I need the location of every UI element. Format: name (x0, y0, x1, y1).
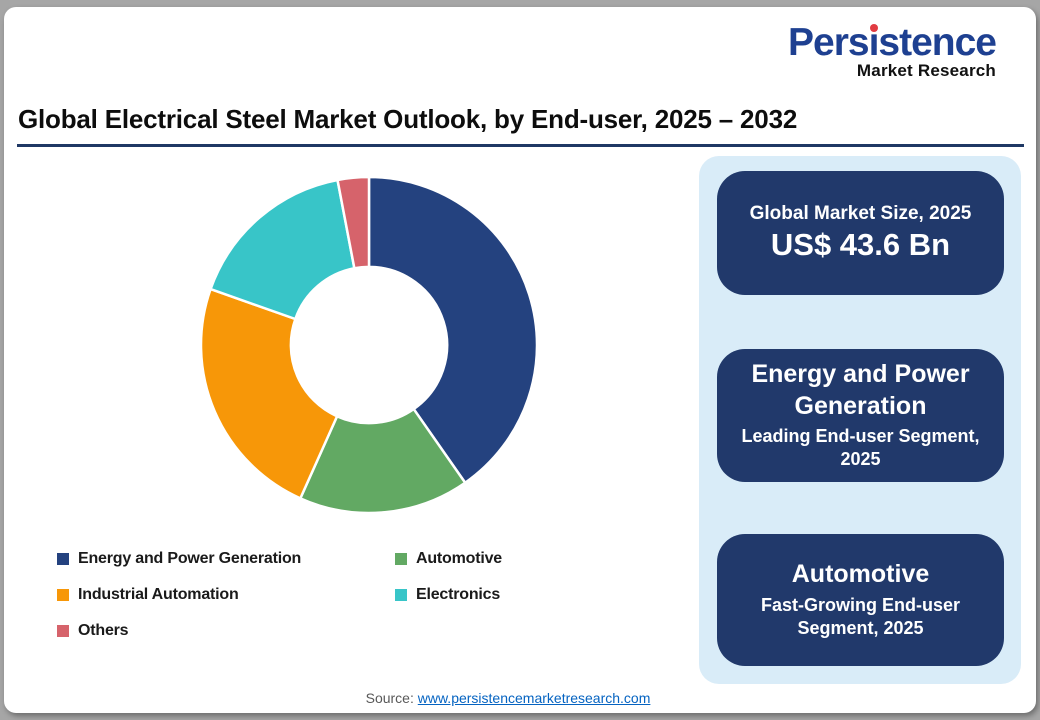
source-prefix: Source: (365, 690, 418, 706)
donut-segment-electronics (209, 178, 356, 321)
callout-fast-growing-segment: Automotive Fast-Growing End-user Segment… (717, 534, 1004, 666)
legend-item-others: Others (57, 622, 395, 640)
donut-segment-automotive (299, 407, 467, 515)
logo-tagline: Market Research (856, 61, 996, 80)
legend-label: Others (78, 622, 129, 639)
logo-i-dot: ı (868, 21, 880, 64)
donut-chart-container (189, 165, 549, 525)
donut-segment-energy-and-power-generation (367, 175, 539, 485)
legend-item-electronics: Electronics (395, 586, 677, 604)
legend-item-energy-and-power-generation: Energy and Power Generation (57, 550, 395, 568)
legend-label: Automotive (416, 550, 503, 567)
title-underline (17, 144, 1024, 147)
legend-item-industrial-automation: Industrial Automation (57, 586, 395, 604)
callout-heading: Global Market Size, 2025 (749, 202, 972, 224)
legend-swatch-icon (57, 625, 69, 637)
page-title: Global Electrical Steel Market Outlook, … (18, 104, 798, 134)
chart-legend: Energy and Power Generation Automotive I… (57, 541, 677, 649)
donut-chart (199, 175, 539, 515)
legend-swatch-icon (395, 553, 407, 565)
donut-segment-industrial-automation (199, 287, 339, 500)
callout-market-size: Global Market Size, 2025 US$ 43.6 Bn (717, 171, 1004, 295)
callout-title: Automotive (791, 560, 930, 589)
legend-swatch-icon (57, 589, 69, 601)
source-line: Source: www.persistencemarketresearch.co… (0, 690, 1024, 706)
market-size-value: US$ 43.6 Bn (770, 227, 951, 263)
legend-item-automotive: Automotive (395, 550, 677, 568)
donut-segment-others (336, 175, 371, 270)
legend-swatch-icon (395, 589, 407, 601)
callout-leading-segment: Energy and Power Generation Leading End-… (717, 349, 1004, 482)
callout-subtitle: Fast-Growing End-user Segment, 2025 (760, 594, 960, 639)
highlights-panel: Global Market Size, 2025 US$ 43.6 Bn Ene… (699, 156, 1021, 684)
callout-title: Energy and Power Generation (751, 360, 970, 420)
slide-card: Persı stence Market Research Global Elect… (4, 7, 1036, 713)
callout-subtitle: Leading End-user Segment, 2025 (741, 425, 980, 470)
legend-swatch-icon (57, 553, 69, 565)
logo: Persı stence Market Research (788, 21, 997, 81)
legend-label: Energy and Power Generation (78, 550, 302, 567)
logo-wordmark: Persı stence (788, 21, 997, 64)
source-link[interactable]: www.persistencemarketresearch.com (417, 690, 651, 706)
legend-label: Electronics (416, 586, 501, 603)
legend-label: Industrial Automation (78, 586, 239, 603)
